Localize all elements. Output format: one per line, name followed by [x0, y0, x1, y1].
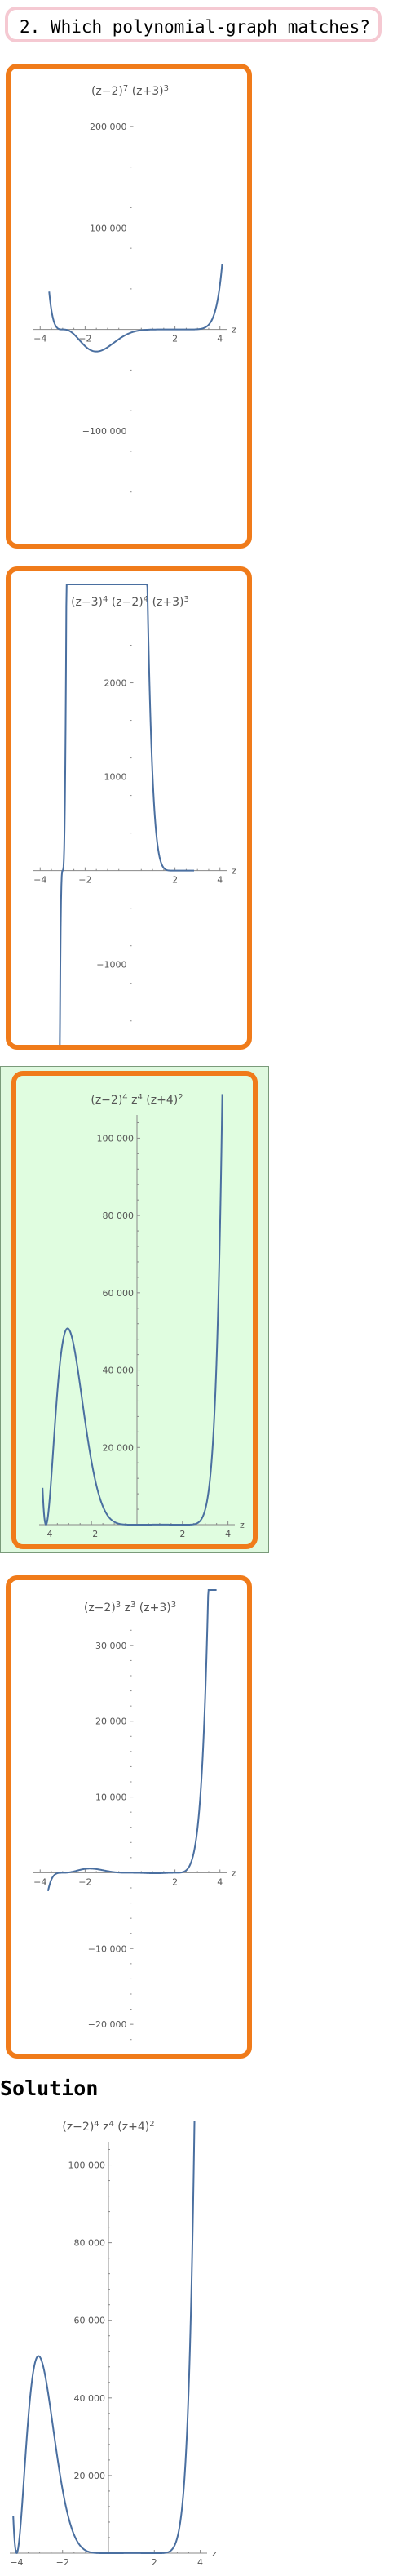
x-axis-label: z: [212, 2548, 217, 2559]
x-tick-label: −4: [33, 875, 46, 886]
y-tick-label: 60 000: [74, 2316, 106, 2326]
solution-heading: Solution: [0, 2076, 99, 2100]
x-tick-label: 4: [225, 1529, 231, 1539]
series-line: [46, 1589, 217, 1892]
plot-svg: (z−3)4 (z−2)4 (z+3)3 −4 −2 2 4z −1000 1000 2000: [33, 584, 236, 1045]
choice-b[interactable]: (z−3)4 (z−2)4 (z+3)3 −4 −2 2 4 z −1000 1000 2000: [6, 566, 252, 1050]
x-tick-label: 2: [179, 1529, 185, 1539]
x-tick-label: 2: [172, 875, 178, 886]
y-tick-label: 2000: [104, 678, 127, 689]
x-tick-label: 2: [152, 2557, 157, 2568]
series-line: [42, 1094, 223, 1526]
y-tick-label: 10 000: [95, 1792, 127, 1803]
x-tick-label: 2: [172, 1876, 178, 1887]
y-tick-label: 80 000: [103, 1210, 135, 1221]
plot-title: (z−2)7 (z+3)3: [91, 84, 169, 99]
question-text: 2. Which polynomial-graph matches?: [20, 17, 370, 37]
y-tick-label: 100 000: [68, 2161, 106, 2171]
choice-a[interactable]: (z−2)7 (z+3)3 −4 −2 2 4 z −100 000 100 000 200 0…: [6, 64, 252, 549]
y-tick-label: 80 000: [74, 2238, 106, 2249]
y-tick-label: −100 000: [82, 426, 127, 437]
x-tick-label: −2: [56, 2557, 69, 2568]
x-tick-label: 2: [172, 334, 178, 344]
plot-svg: (z−2)3 z3 (z+3)3 −4 −2 2 4z −20 000 −10 000 10 …: [33, 1589, 236, 2047]
x-tick-label: −2: [85, 1529, 98, 1539]
x-tick-label: −4: [39, 1529, 52, 1539]
plot-title: (z−2)4 z4 (z+4)2: [91, 1093, 183, 1108]
x-tick-label: −4: [33, 1876, 46, 1887]
y-tick-label: 60 000: [103, 1288, 135, 1299]
x-tick-label: 4: [217, 334, 223, 344]
x-tick-label: 4: [217, 1876, 223, 1887]
plot-title: (z−3)4 (z−2)4 (z+3)3: [71, 595, 189, 610]
x-tick-label: −2: [78, 875, 91, 886]
y-tick-label: 40 000: [74, 2393, 106, 2404]
solution-plot: (z−2)4 z4 (z+4)2 −4 −2 2 4 z 20 000 40 000 60 00…: [0, 2106, 245, 2576]
series-line: [48, 264, 223, 353]
y-tick-label: 20 000: [74, 2471, 106, 2481]
y-tick-label: 1000: [104, 772, 127, 783]
plot-title: (z−2)3 z3 (z+3)3: [84, 1601, 176, 1615]
x-axis-label: z: [232, 1868, 236, 1878]
y-tick-label: −20 000: [88, 2019, 127, 2030]
plot-svg: (z−2)7 (z+3)3 −4 −2 2 4z −100 000 100 000 200 0…: [33, 84, 236, 522]
x-tick-label: −2: [78, 334, 91, 344]
y-tick-label: 20 000: [103, 1442, 135, 1453]
y-tick-label: −10 000: [88, 1943, 127, 1954]
y-tick-label: 100 000: [90, 223, 127, 233]
choice-d[interactable]: (z−2)3 z3 (z+3)3 −4 −2 2 4 z −20 000 −10 000 10 …: [6, 1575, 252, 2059]
y-tick-label: 20 000: [95, 1717, 127, 1727]
y-tick-label: 200 000: [90, 122, 127, 132]
x-tick-label: −2: [78, 1876, 91, 1887]
y-tick-label: 30 000: [95, 1641, 127, 1651]
series-line: [12, 2121, 196, 2555]
choice-c[interactable]: (z−2)4 z4 (z+4)2 −4 −2 2 4 z 20 000 40 000 60 00…: [11, 1071, 258, 1549]
y-tick-label: 100 000: [97, 1133, 135, 1144]
y-tick-label: 40 000: [103, 1366, 135, 1376]
question-box: 2. Which polynomial-graph matches?: [5, 7, 382, 42]
x-tick-label: −4: [10, 2557, 23, 2568]
plot-title: (z−2)4 z4 (z+4)2: [62, 2120, 154, 2134]
x-tick-label: 4: [197, 2557, 203, 2568]
series-line: [59, 584, 195, 1045]
plot-svg: (z−2)4 z4 (z+4)2 −4 −2 2 4z 20 000 40 000 60 00…: [39, 1093, 245, 1539]
x-axis-label: z: [232, 325, 236, 335]
x-tick-label: −4: [33, 334, 46, 344]
plot-svg: (z−2)4 z4 (z+4)2 −4 −2 2 4z 20 000 40 000 60 00…: [10, 2120, 217, 2568]
x-axis-label: z: [240, 1520, 245, 1530]
x-axis-label: z: [232, 866, 236, 877]
y-tick-label: −1000: [96, 960, 126, 970]
x-tick-label: 4: [217, 875, 223, 886]
